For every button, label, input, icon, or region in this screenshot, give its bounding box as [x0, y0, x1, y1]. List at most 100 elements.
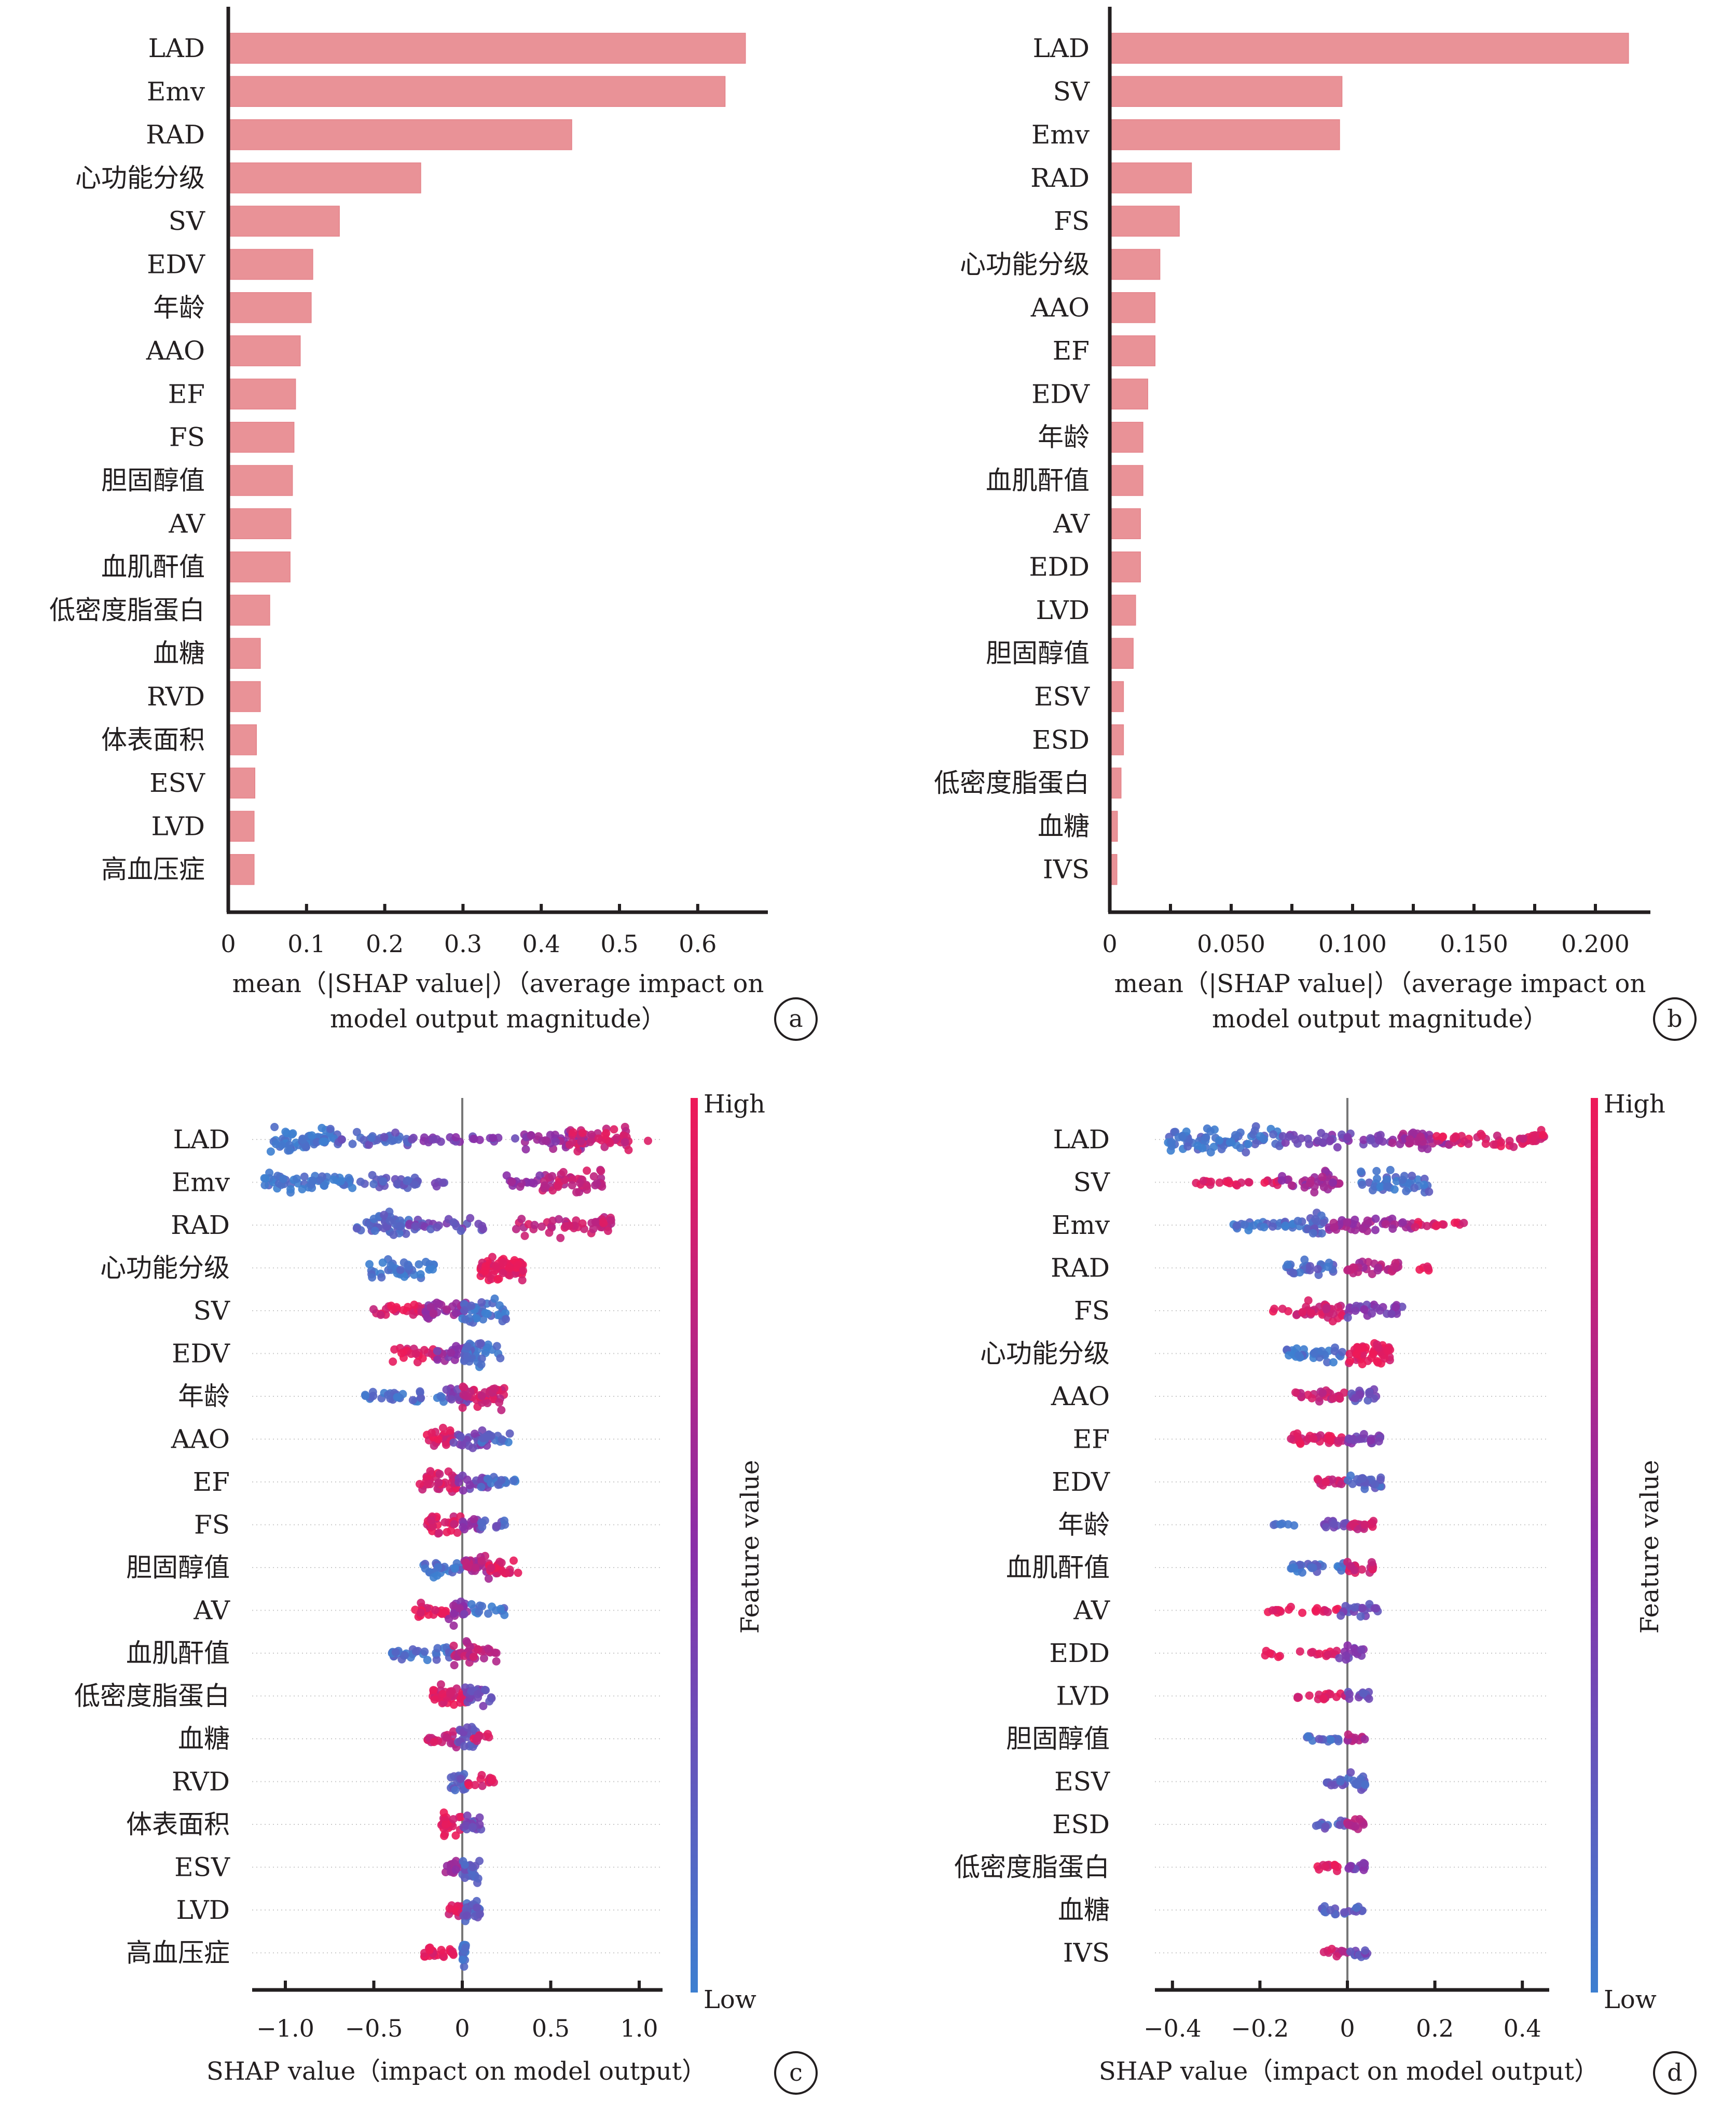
bar-b-9 [1111, 421, 1143, 453]
data-point [1334, 1737, 1343, 1746]
bar-a-3 [229, 162, 421, 194]
data-point [427, 1516, 436, 1524]
data-point [477, 1556, 486, 1565]
category-label: 体表面积 [101, 725, 205, 755]
x-axis-title: model output magnitude） [330, 1005, 666, 1034]
data-point [433, 1355, 442, 1364]
data-point [1398, 1175, 1407, 1184]
data-point [356, 1177, 365, 1186]
x-tick-label: 1.0 [620, 2014, 658, 2042]
x-tick-label: 0.5 [600, 930, 638, 958]
data-point [1351, 1780, 1360, 1788]
data-point [1330, 1223, 1338, 1232]
data-point [1324, 1651, 1332, 1659]
data-point [554, 1181, 562, 1190]
bar-a-18 [229, 810, 255, 842]
category-label: ESD [1052, 1809, 1110, 1839]
category-label: AV [1053, 509, 1090, 539]
data-point [450, 1661, 459, 1670]
data-point [389, 1357, 397, 1366]
data-point [478, 1781, 487, 1790]
category-label: 年龄 [1038, 422, 1090, 452]
data-point [1309, 1434, 1318, 1443]
data-point [1215, 1178, 1224, 1187]
data-point [1329, 1358, 1338, 1367]
data-point [1313, 1475, 1322, 1483]
data-point [451, 1309, 460, 1317]
data-point [495, 1301, 504, 1310]
data-point [1450, 1218, 1459, 1227]
data-point [429, 1135, 437, 1144]
data-point [492, 1522, 501, 1531]
data-point [1298, 1308, 1307, 1316]
data-point [485, 1697, 494, 1706]
bar-a-5 [229, 249, 313, 280]
data-point [440, 1832, 449, 1840]
data-point [469, 1444, 477, 1452]
data-point [1332, 1952, 1341, 1961]
data-point [1366, 1136, 1375, 1145]
data-point [420, 1345, 429, 1354]
data-point [479, 1654, 488, 1663]
category-label: ESV [1034, 682, 1090, 712]
data-point [1497, 1138, 1506, 1147]
data-point [326, 1124, 335, 1133]
x-tick-label: 0.100 [1318, 930, 1387, 958]
data-point [300, 1172, 309, 1181]
x-axis-title: SHAP value（impact on model output） [1099, 2057, 1599, 2086]
data-point [1384, 1346, 1393, 1355]
data-point [484, 1340, 492, 1349]
data-point [559, 1167, 568, 1176]
data-point [1346, 1862, 1355, 1871]
data-point [410, 1300, 419, 1309]
bar-a-19 [229, 854, 255, 885]
data-point [277, 1141, 286, 1149]
data-point [417, 1609, 425, 1617]
data-point [270, 1123, 279, 1131]
data-point [1346, 1562, 1355, 1571]
category-label: RAD [171, 1210, 230, 1240]
category-label: SV [1053, 76, 1090, 106]
data-point [1276, 1520, 1285, 1529]
data-point [496, 1354, 505, 1363]
data-point [512, 1225, 520, 1233]
data-point [337, 1135, 346, 1144]
data-point [1223, 1178, 1232, 1187]
category-label: EDV [1052, 1467, 1110, 1497]
data-point [498, 1435, 506, 1444]
category-label: LAD [173, 1124, 230, 1155]
data-point [1285, 1605, 1293, 1614]
data-point [450, 1564, 459, 1573]
data-point [495, 1398, 504, 1407]
panel-badge-circle [1653, 2051, 1697, 2095]
data-point [473, 1734, 482, 1742]
data-point [477, 1392, 486, 1400]
data-point [457, 1433, 465, 1441]
data-point [445, 1904, 454, 1913]
data-point [1358, 1604, 1367, 1612]
data-point [1278, 1132, 1287, 1141]
data-point [477, 1482, 486, 1491]
bar-b-1 [1111, 76, 1343, 107]
bar-b-6 [1111, 292, 1155, 323]
data-point [576, 1137, 585, 1146]
data-point [465, 1642, 474, 1651]
data-point [436, 1680, 445, 1689]
data-point [475, 1607, 484, 1616]
data-point [1413, 1175, 1422, 1184]
colorbar-low-label: Low [704, 1985, 756, 2014]
category-label: RAD [1051, 1253, 1110, 1283]
data-point [1359, 1865, 1368, 1874]
data-point [1326, 1906, 1335, 1915]
data-point [261, 1174, 270, 1183]
data-point [336, 1177, 345, 1186]
data-point [463, 1811, 472, 1820]
data-point [1285, 1132, 1293, 1141]
colorbar [691, 1098, 698, 1993]
data-point [493, 1311, 502, 1320]
data-point [1361, 1946, 1370, 1955]
data-point [1459, 1218, 1468, 1227]
data-point [597, 1166, 605, 1175]
data-point [1481, 1139, 1490, 1148]
data-point [1493, 1131, 1501, 1140]
